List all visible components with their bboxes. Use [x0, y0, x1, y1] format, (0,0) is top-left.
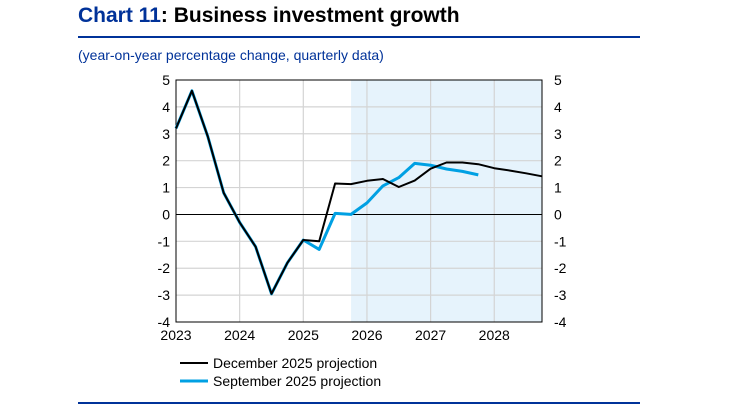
y-tick-label-right: 3 [554, 126, 562, 142]
chart-title-text: : Business investment growth [160, 4, 460, 27]
top-rule [78, 36, 640, 38]
y-tick-label-left: 4 [162, 99, 170, 115]
chart-number: Chart 11 [78, 4, 161, 27]
y-tick-label-left: 5 [162, 72, 170, 88]
y-tick-label-left: 1 [162, 180, 170, 196]
legend-label: September 2025 projection [213, 373, 381, 389]
y-tick-label-left: 2 [162, 153, 170, 169]
y-tick-label-right: 1 [554, 180, 562, 196]
plot-frame [175, 79, 543, 323]
x-tick-label: 2027 [415, 327, 446, 343]
series-line-december [175, 89, 543, 295]
x-tick-label: 2025 [288, 327, 319, 343]
y-tick-label-right: 0 [554, 206, 562, 222]
projection-shade [351, 80, 542, 322]
y-tick-label-right: 5 [554, 72, 562, 88]
legend-label: December 2025 projection [213, 355, 377, 371]
x-tick-label: 2024 [224, 327, 255, 343]
y-tick-label-right: 4 [554, 99, 562, 115]
y-tick-label-right: -4 [554, 314, 567, 330]
y-tick-label-right: -1 [554, 233, 567, 249]
x-tick-label: 2023 [160, 327, 191, 343]
y-tick-label-right: -2 [554, 260, 567, 276]
y-tick-label-left: 0 [162, 206, 170, 222]
y-tick-label-left: -1 [158, 233, 171, 249]
y-tick-label-left: -2 [158, 260, 171, 276]
y-tick-label-left: 3 [162, 126, 170, 142]
y-tick-label-right: 2 [554, 153, 562, 169]
y-tick-label-right: -3 [554, 287, 567, 303]
x-tick-label: 2026 [351, 327, 382, 343]
bottom-rule [78, 402, 640, 404]
y-tick-label-left: -3 [158, 287, 171, 303]
chart-title: Chart 11: Business investment growth [78, 4, 460, 28]
y-tick-label-left: -4 [158, 314, 171, 330]
chart-subtitle: (year-on-year percentage change, quarter… [78, 47, 384, 63]
x-tick-label: 2028 [479, 327, 510, 343]
